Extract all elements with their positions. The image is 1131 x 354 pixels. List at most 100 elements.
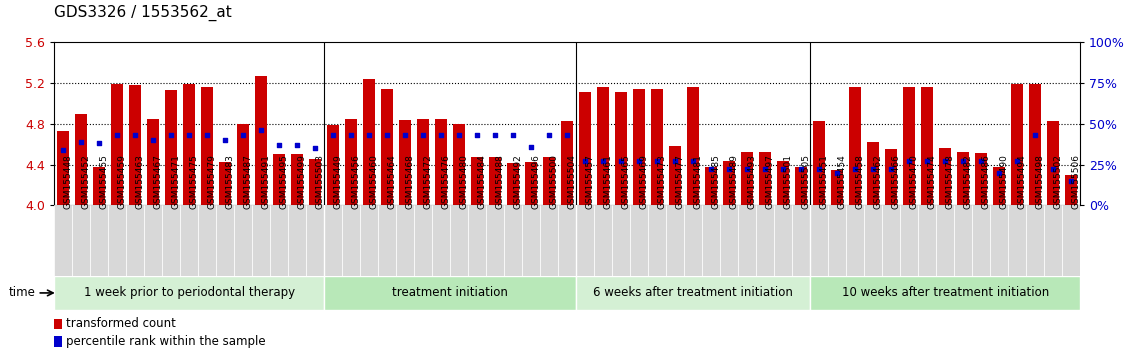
Bar <box>864 205 882 276</box>
Bar <box>993 167 1005 205</box>
Bar <box>666 205 684 276</box>
Bar <box>417 119 429 205</box>
Bar <box>147 119 159 205</box>
Point <box>1026 132 1044 138</box>
Bar <box>922 87 933 205</box>
Bar <box>162 205 180 276</box>
Bar <box>201 87 213 205</box>
Point <box>648 159 666 164</box>
Bar <box>252 205 270 276</box>
Bar <box>1047 121 1059 205</box>
Text: GSM155462: GSM155462 <box>873 154 882 209</box>
Bar <box>399 120 411 205</box>
Bar <box>706 167 717 205</box>
Bar <box>633 89 645 205</box>
Bar <box>325 276 576 310</box>
Bar <box>615 92 627 205</box>
Point <box>774 167 792 172</box>
Point <box>739 167 757 172</box>
Bar <box>270 205 288 276</box>
Bar <box>94 167 105 205</box>
Bar <box>774 205 792 276</box>
Bar <box>724 160 735 205</box>
Text: GSM155489: GSM155489 <box>729 154 739 209</box>
Text: GSM155504: GSM155504 <box>567 154 576 209</box>
Bar <box>526 161 537 205</box>
Point <box>378 132 396 138</box>
Bar <box>955 205 973 276</box>
Bar <box>975 153 987 205</box>
Text: GSM155459: GSM155459 <box>118 154 127 209</box>
Text: GSM155497: GSM155497 <box>766 154 774 209</box>
Point <box>1044 167 1062 172</box>
Text: GSM155478: GSM155478 <box>946 154 955 209</box>
Text: GSM155457: GSM155457 <box>585 154 594 209</box>
Bar <box>435 119 447 205</box>
Bar <box>327 125 339 205</box>
Bar <box>579 92 592 205</box>
Text: GSM155466: GSM155466 <box>891 154 900 209</box>
Bar <box>651 89 663 205</box>
Text: GSM155503: GSM155503 <box>316 154 325 209</box>
Bar <box>274 154 285 205</box>
Point <box>972 159 990 164</box>
Bar <box>54 205 72 276</box>
Bar <box>363 79 375 205</box>
Bar <box>990 205 1008 276</box>
Point <box>846 167 864 172</box>
Point <box>252 127 270 133</box>
Bar <box>541 205 559 276</box>
Bar <box>307 205 325 276</box>
Bar <box>381 89 394 205</box>
Bar <box>597 87 608 205</box>
Point <box>343 132 361 138</box>
Bar <box>76 114 87 205</box>
Text: GSM155472: GSM155472 <box>423 154 432 209</box>
Point <box>54 147 72 153</box>
Point <box>396 132 414 138</box>
Point <box>486 132 504 138</box>
Bar <box>90 205 109 276</box>
Bar <box>486 205 504 276</box>
Point <box>468 132 486 138</box>
Point <box>288 142 307 148</box>
Text: GSM155491: GSM155491 <box>261 154 270 209</box>
Point <box>757 167 775 172</box>
Bar <box>504 205 523 276</box>
Point <box>127 132 145 138</box>
Bar <box>957 153 969 205</box>
Point <box>558 132 576 138</box>
Point <box>576 159 594 164</box>
Bar <box>813 121 824 205</box>
Bar <box>1026 205 1044 276</box>
Point <box>270 142 288 148</box>
Text: GSM155474: GSM155474 <box>927 154 936 209</box>
Bar <box>127 205 145 276</box>
Point <box>307 145 325 151</box>
Text: 10 weeks after treatment initiation: 10 weeks after treatment initiation <box>841 286 1048 299</box>
Bar <box>58 131 69 205</box>
Bar <box>216 205 234 276</box>
Text: GDS3326 / 1553562_at: GDS3326 / 1553562_at <box>54 5 232 21</box>
Text: GSM155448: GSM155448 <box>63 154 72 209</box>
Bar <box>702 205 720 276</box>
Text: GSM155495: GSM155495 <box>279 154 288 209</box>
Text: GSM155484: GSM155484 <box>477 154 486 209</box>
Text: GSM155502: GSM155502 <box>1053 154 1062 209</box>
Text: GSM155451: GSM155451 <box>819 154 828 209</box>
Point <box>414 132 432 138</box>
Text: GSM155467: GSM155467 <box>154 154 162 209</box>
Bar <box>757 205 774 276</box>
Point <box>864 167 882 172</box>
Point <box>720 167 739 172</box>
Text: GSM155477: GSM155477 <box>675 154 684 209</box>
Text: GSM155490: GSM155490 <box>999 154 1008 209</box>
Text: GSM155506: GSM155506 <box>1071 154 1080 209</box>
Bar <box>310 159 321 205</box>
Text: GSM155492: GSM155492 <box>513 154 523 209</box>
Bar <box>846 205 864 276</box>
Bar <box>828 205 846 276</box>
Bar <box>594 205 612 276</box>
Point <box>955 159 973 164</box>
Point <box>432 132 450 138</box>
